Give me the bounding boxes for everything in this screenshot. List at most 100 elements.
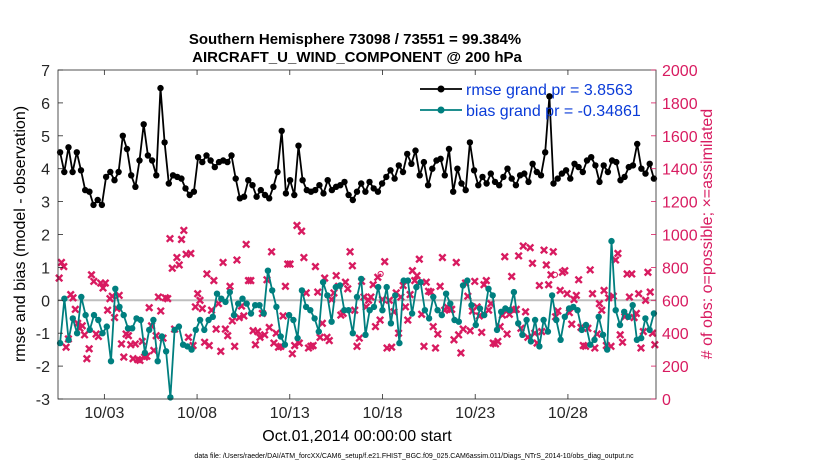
rmse-point <box>642 170 649 177</box>
rmse-point <box>454 165 461 172</box>
obs-x-stroke <box>175 260 184 269</box>
obs-x-stroke <box>165 234 175 243</box>
rmse-point <box>157 84 164 92</box>
bias-point <box>599 331 607 338</box>
rmse-point <box>508 175 515 182</box>
obs-assimilated-point <box>569 295 579 304</box>
obs-assimilated-point <box>172 253 181 262</box>
obs-x-stroke <box>572 291 581 300</box>
rmse-point <box>61 168 68 176</box>
obs-assimilated-point <box>419 342 429 351</box>
bias-point <box>90 311 98 319</box>
rmse-point <box>483 180 490 187</box>
obs-x-stroke <box>85 344 94 353</box>
obs-x-stroke <box>560 266 569 275</box>
rmse-point <box>358 180 365 187</box>
obs-assimilated-point <box>55 274 64 283</box>
obs-assimilated-point <box>202 269 211 279</box>
rmse-point <box>345 191 352 199</box>
obs-x-stroke <box>219 258 228 267</box>
rmse-point <box>500 173 507 181</box>
rmse-point <box>73 149 81 156</box>
obs-assimilated-point <box>89 277 98 286</box>
obs-x-stroke <box>426 288 435 297</box>
bias-point <box>612 307 619 314</box>
obs-x-stroke <box>103 306 112 315</box>
right-tick-label: 200 <box>662 359 689 376</box>
obs-assimilated-point <box>219 258 228 267</box>
obs-x-stroke <box>493 337 502 346</box>
obs-assimilated-point <box>244 276 253 285</box>
bias-point <box>519 331 526 338</box>
obs-assimilated-point <box>165 234 175 243</box>
bias-point <box>269 287 276 294</box>
obs-x-stroke <box>179 226 188 235</box>
obs-assimilated-point <box>59 262 68 271</box>
obs-assimilated-point <box>503 329 512 339</box>
obs-x-stroke <box>209 276 218 285</box>
obs-assimilated-point <box>195 296 205 305</box>
obs-x-stroke <box>479 280 489 289</box>
bias-point <box>192 326 199 334</box>
bias-point <box>315 328 322 335</box>
obs-assimilated-point <box>177 235 186 244</box>
rmse-point <box>546 93 553 100</box>
obs-x-stroke <box>244 276 253 285</box>
obs-assimilated-point <box>519 241 528 251</box>
rmse-point <box>537 172 545 179</box>
left-tick-label: 7 <box>41 63 50 80</box>
obs-assimilated-point <box>285 260 295 269</box>
obs-x-stroke <box>223 331 232 340</box>
bias-point <box>468 302 475 309</box>
rmse-point <box>554 175 561 182</box>
obs-assimilated-point <box>145 303 154 312</box>
left-axis: -3 -2 -1 0 1 2 3 4 5 6 7 <box>36 63 63 409</box>
rmse-point <box>479 173 486 181</box>
obs-assimilated-point <box>366 292 375 302</box>
bias-point <box>86 326 94 334</box>
bias-point <box>472 321 479 329</box>
rmse-point <box>429 165 436 172</box>
obs-assimilated-point <box>225 282 235 291</box>
obs-assimilated-point <box>539 246 549 255</box>
rmse-point <box>395 162 402 169</box>
obs-x-stroke <box>583 324 592 333</box>
rmse-point <box>437 155 444 162</box>
obs-assimilated-point <box>600 286 609 295</box>
obs-x-stroke <box>260 330 269 339</box>
rmse-point <box>224 158 231 166</box>
bias-point <box>154 358 161 365</box>
obs-assimilated-point <box>239 311 248 320</box>
obs-assimilated-point <box>246 276 255 285</box>
obs-assimilated-point <box>316 333 325 342</box>
left-tick-label: -2 <box>36 359 50 376</box>
rmse-point <box>366 178 373 186</box>
rmse-point <box>550 180 557 187</box>
obs-x-stroke <box>200 338 209 347</box>
rmse-point <box>521 170 528 177</box>
obs-x-stroke <box>253 327 262 336</box>
bias-point <box>307 307 314 314</box>
obs-x-stroke <box>131 339 140 348</box>
obs-assimilated-point <box>470 277 479 286</box>
rmse-point <box>270 183 277 190</box>
obs-assimilated-point <box>343 284 352 293</box>
obs-x-stroke <box>216 347 225 356</box>
bias-point <box>548 292 556 299</box>
obs-x-stroke <box>590 343 599 353</box>
obs-assimilated-point <box>563 289 572 298</box>
rmse-point <box>525 178 532 186</box>
obs-x-stroke <box>285 260 295 269</box>
obs-x-stroke <box>55 274 64 283</box>
rmse-point <box>136 157 143 164</box>
obs-assimilated-point <box>641 296 650 305</box>
right-tick-label: 1400 <box>662 162 698 179</box>
bias-point <box>345 307 352 314</box>
left-tick-label: 6 <box>41 96 50 113</box>
obs-x-stroke <box>528 259 537 268</box>
rmse-point <box>470 167 478 174</box>
legend: rmse grand pr = 3.8563 bias grand pr = -… <box>420 82 641 120</box>
rmse-point <box>320 190 327 197</box>
obs-assimilated-point <box>228 316 237 325</box>
obs-assimilated-point <box>433 329 442 339</box>
